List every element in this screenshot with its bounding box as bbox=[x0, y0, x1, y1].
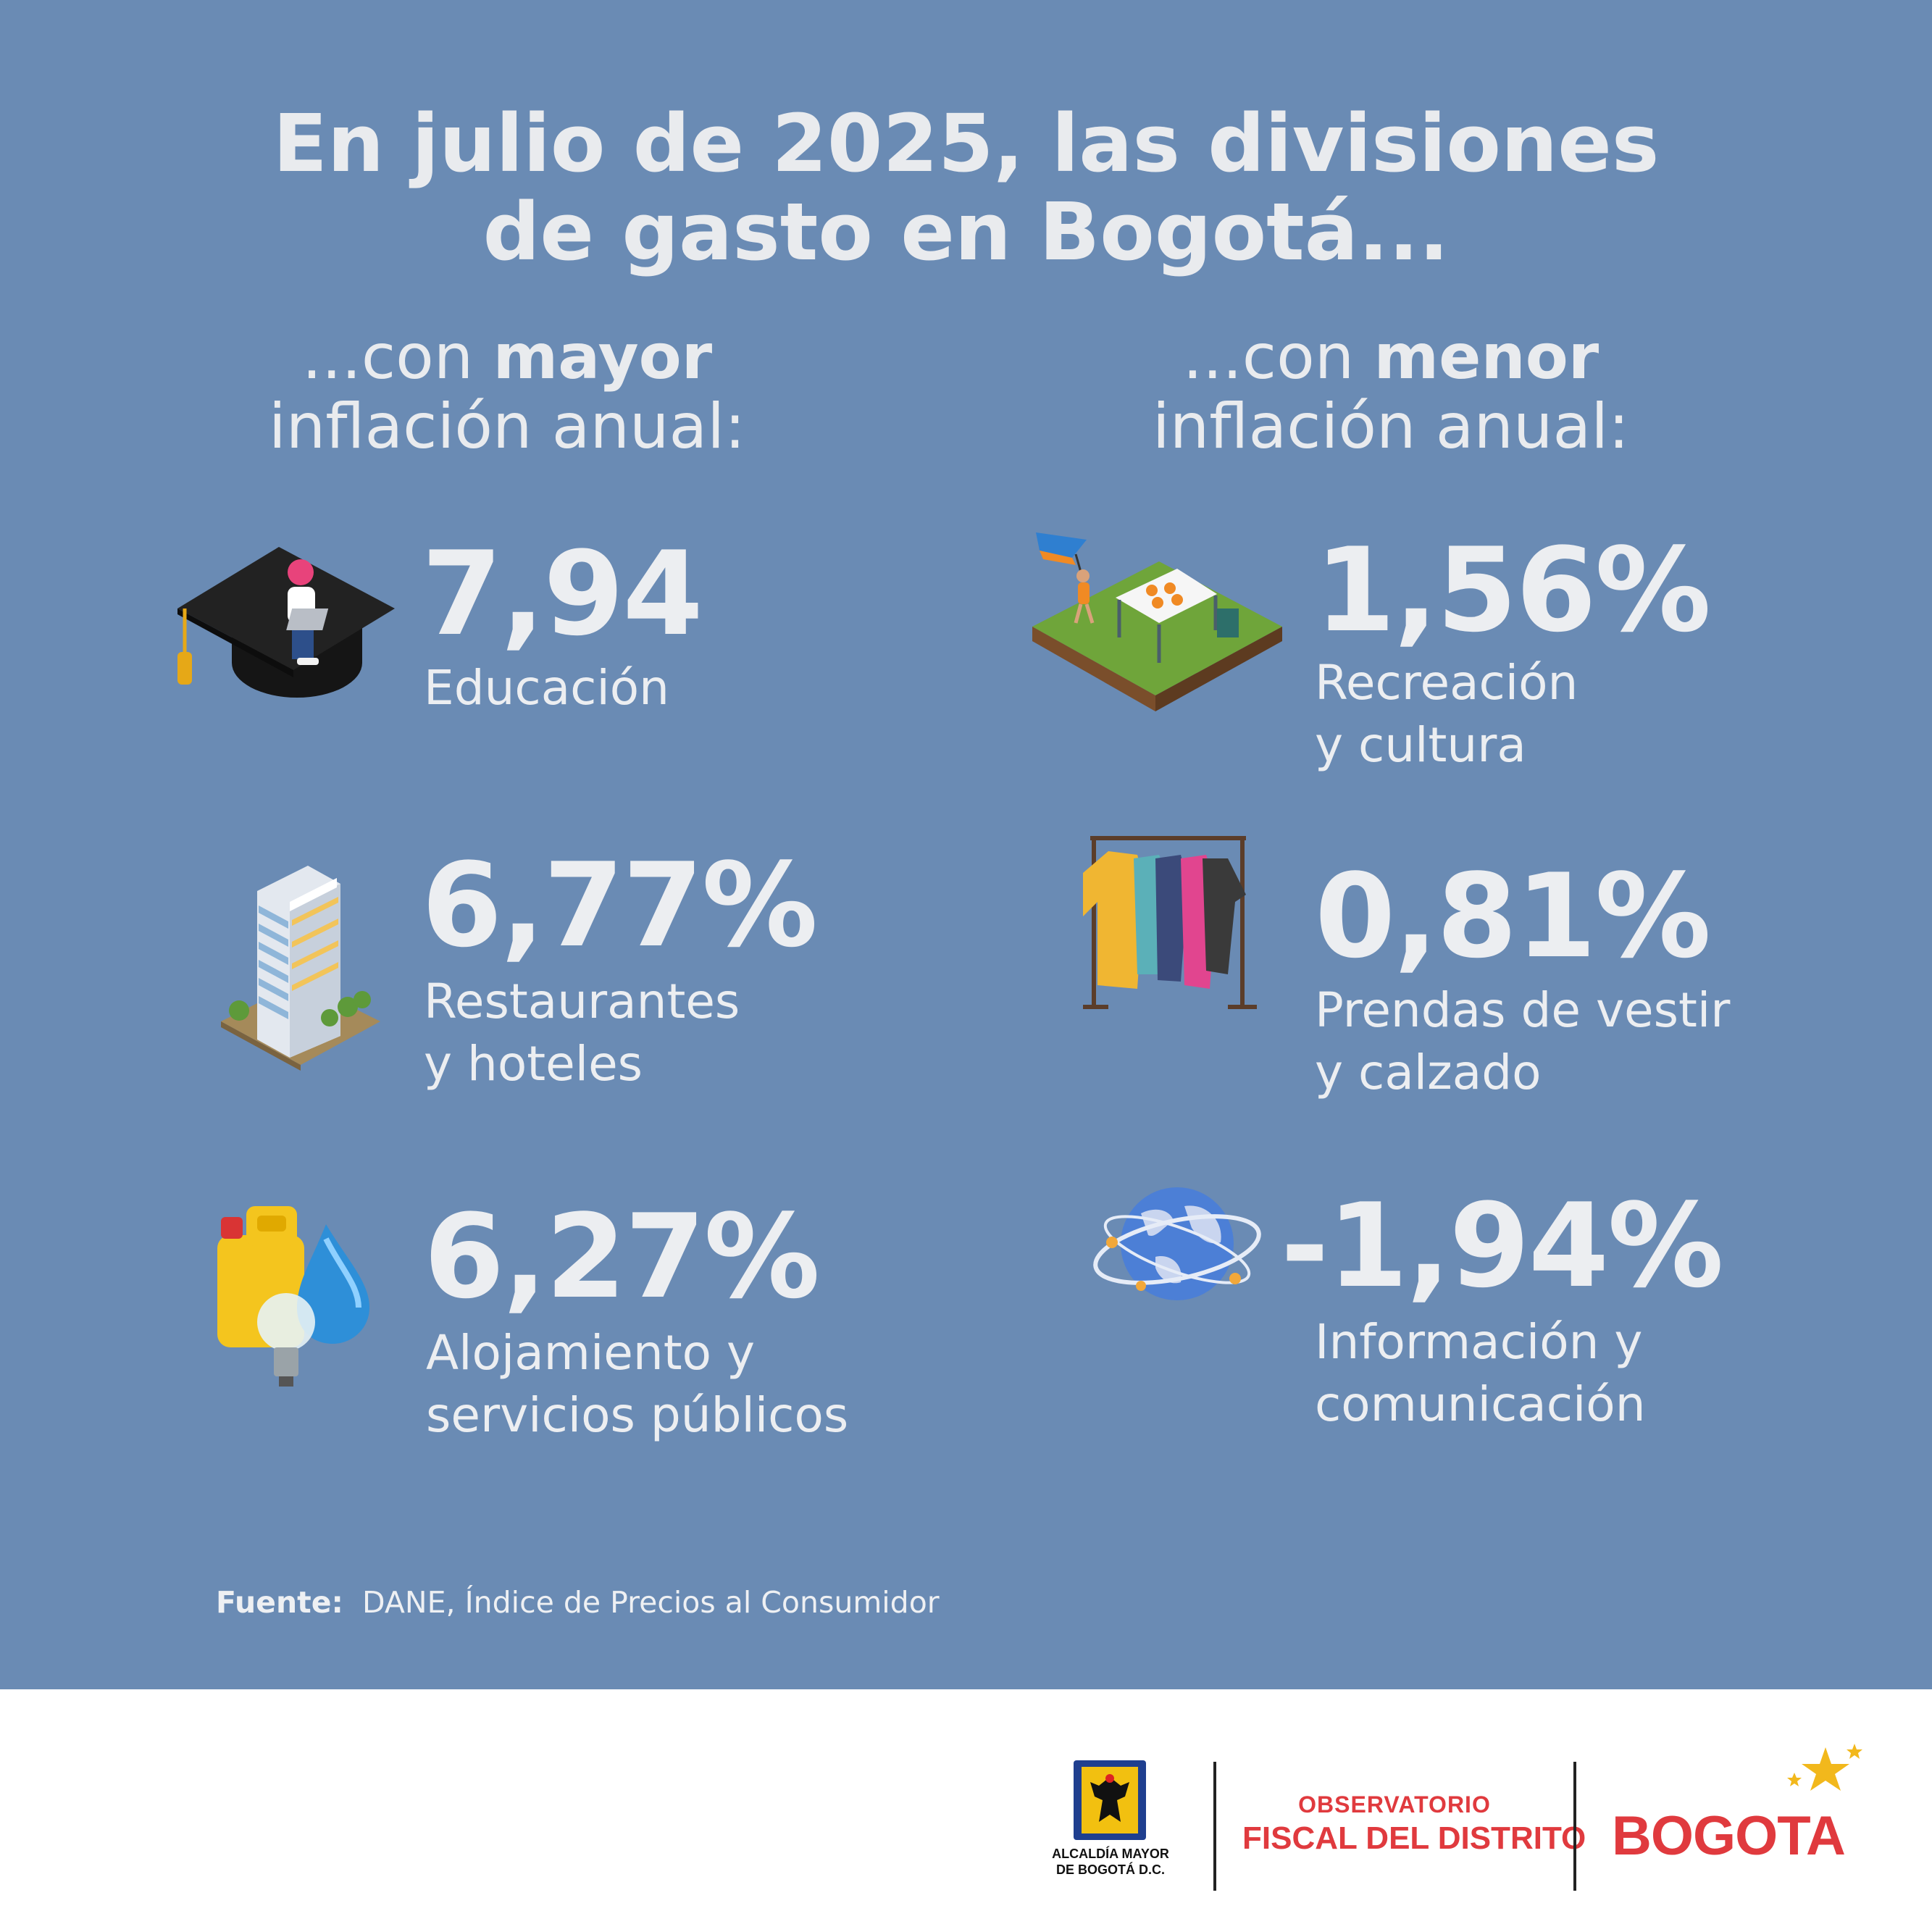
left-label-3-line-1: Alojamiento y bbox=[426, 1325, 756, 1381]
left-label-2-line-2: y hoteles bbox=[424, 1036, 643, 1092]
right-label-3: Información y comunicación bbox=[1315, 1311, 1646, 1436]
right-header-bold: menor bbox=[1373, 321, 1599, 393]
right-header: ...con menor inflación anual: bbox=[1101, 322, 1681, 461]
right-label-1-line-1: Recreación bbox=[1315, 655, 1578, 711]
right-header-line-2: inflación anual: bbox=[1152, 390, 1630, 463]
right-value-2: 0,81% bbox=[1315, 848, 1711, 984]
title-line-2: de gasto en Bogotá... bbox=[482, 185, 1450, 278]
right-label-1-line-2: y cultura bbox=[1315, 717, 1526, 773]
right-value-3: -1,94% bbox=[1281, 1178, 1723, 1313]
right-label-3-line-1: Información y bbox=[1315, 1314, 1643, 1370]
left-header-bold: mayor bbox=[493, 321, 713, 393]
left-label-2: Restaurantes y hoteles bbox=[424, 971, 740, 1095]
clothing-rack-icon bbox=[1083, 836, 1257, 1009]
left-label-1-line-1: Educación bbox=[424, 660, 669, 716]
source-label: Fuente: bbox=[216, 1585, 343, 1620]
left-label-3-line-2: servicios públicos bbox=[426, 1387, 849, 1443]
footer-divider-2 bbox=[1573, 1762, 1576, 1891]
alcaldia-line-2: DE BOGOTÁ D.C. bbox=[1055, 1862, 1165, 1877]
left-header-line-2: inflación anual: bbox=[268, 390, 746, 463]
utilities-icon bbox=[217, 1206, 369, 1387]
park-icon bbox=[1032, 532, 1282, 711]
stars-icon bbox=[1787, 1744, 1862, 1791]
right-label-2-line-1: Prendas de vestir bbox=[1315, 982, 1731, 1038]
left-label-3: Alojamiento y servicios públicos bbox=[426, 1322, 848, 1447]
graduation-cap-icon bbox=[177, 547, 395, 698]
right-header-prefix: ...con bbox=[1182, 321, 1374, 393]
right-value-1: 1,56% bbox=[1315, 522, 1711, 658]
title-line-1: En julio de 2025, las divisiones bbox=[272, 97, 1660, 190]
observatorio-line-2: FISCAL DEL DISTRITO bbox=[1242, 1820, 1586, 1856]
left-value-1: 7,94 bbox=[422, 526, 703, 661]
left-header-line-1: ...con mayor bbox=[217, 322, 797, 392]
coat-of-arms-logo bbox=[1074, 1760, 1146, 1840]
right-header-line-1: ...con menor bbox=[1101, 322, 1681, 392]
left-label-1: Educación bbox=[424, 657, 669, 719]
right-label-1: Recreación y cultura bbox=[1315, 652, 1578, 777]
observatorio-line-1: OBSERVATORIO bbox=[1298, 1791, 1491, 1818]
alcaldia-text: ALCALDÍA MAYOR DE BOGOTÁ D.C. bbox=[1040, 1846, 1182, 1878]
infographic-panel: En julio de 2025, las divisiones de gast… bbox=[0, 0, 1932, 1689]
left-header: ...con mayor inflación anual: bbox=[217, 322, 797, 461]
footer: ALCALDÍA MAYOR DE BOGOTÁ D.C. OBSERVATOR… bbox=[0, 1689, 1932, 1932]
left-value-3: 6,27% bbox=[424, 1189, 820, 1324]
hotel-icon bbox=[221, 866, 380, 1071]
left-label-2-line-1: Restaurantes bbox=[424, 974, 740, 1029]
bogota-brand-logo: BOGOTA bbox=[1612, 1805, 1846, 1867]
left-header-prefix: ...con bbox=[301, 321, 493, 393]
left-value-2: 6,77% bbox=[422, 837, 818, 973]
globe-icon bbox=[1093, 1187, 1261, 1300]
source-text: DANE, Índice de Precios al Consumidor bbox=[362, 1585, 940, 1620]
right-label-2-line-2: y calzado bbox=[1315, 1045, 1542, 1100]
source-note: Fuente: DANE, Índice de Precios al Consu… bbox=[216, 1584, 940, 1621]
alcaldia-line-1: ALCALDÍA MAYOR bbox=[1052, 1847, 1169, 1861]
footer-divider-1 bbox=[1213, 1762, 1216, 1891]
right-label-3-line-2: comunicación bbox=[1315, 1376, 1646, 1432]
right-label-2: Prendas de vestir y calzado bbox=[1315, 979, 1730, 1104]
